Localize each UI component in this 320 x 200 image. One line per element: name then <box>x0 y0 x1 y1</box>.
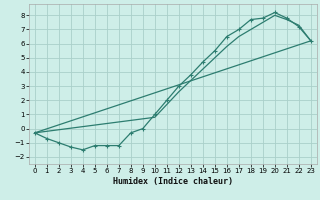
X-axis label: Humidex (Indice chaleur): Humidex (Indice chaleur) <box>113 177 233 186</box>
